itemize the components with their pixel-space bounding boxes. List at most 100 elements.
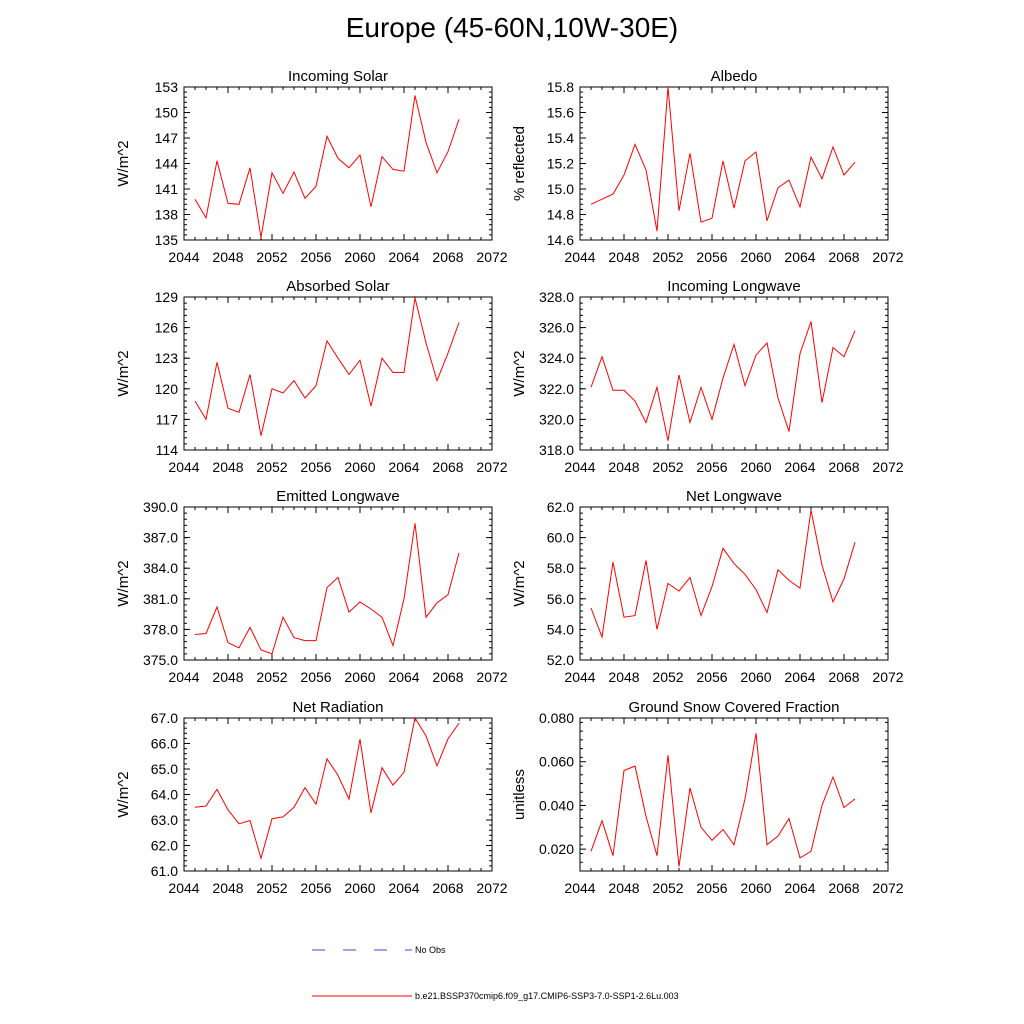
y-tick-label: 117	[156, 411, 179, 427]
x-tick-label: 2044	[168, 459, 199, 475]
x-tick-label: 2052	[256, 669, 287, 685]
x-tick-label: 2068	[828, 880, 859, 896]
y-tick-label: 129	[155, 289, 179, 305]
x-tick-label: 2056	[300, 249, 331, 265]
y-tick-label: 56.0	[547, 591, 574, 607]
y-tick-label: 62.0	[547, 499, 574, 515]
plot-frame	[183, 717, 493, 872]
x-tick-label: 2052	[652, 249, 683, 265]
y-tick-label: 65.0	[151, 761, 178, 777]
x-tick-label: 2048	[212, 459, 243, 475]
x-tick-label: 2068	[828, 459, 859, 475]
chart-panels: Incoming Solar 2044 2048 2052 2056 2060 2064 20…	[115, 68, 904, 896]
y-tick-label: 138	[155, 207, 179, 223]
y-tick-label: 15.8	[547, 79, 574, 95]
x-tick-label: 2044	[564, 669, 595, 685]
y-tick-label: 15.2	[547, 156, 574, 172]
y-tick-label: 58.0	[547, 560, 574, 576]
x-tick-label: 2052	[652, 459, 683, 475]
x-tick-label: 2064	[784, 249, 815, 265]
y-tick-label: 387.0	[143, 530, 178, 546]
y-tick-label: 326.0	[539, 320, 574, 336]
x-tick-label: 2044	[168, 669, 199, 685]
y-tick-label: 322.0	[539, 381, 574, 397]
panel-title: Net Longwave	[686, 488, 782, 505]
chart-panel: Net Radiation 2044 2048 2052 2056 2060 2064 206…	[115, 699, 508, 896]
x-tick-label: 2072	[872, 880, 903, 896]
x-tick-label: 2044	[564, 880, 595, 896]
y-tick-label: 15.6	[547, 105, 574, 121]
panel-title: Net Radiation	[293, 699, 384, 716]
y-tick-label: 66.0	[151, 736, 178, 752]
x-tick-label: 2068	[432, 669, 463, 685]
x-tick-label: 2072	[476, 880, 507, 896]
x-tick-label: 2064	[784, 880, 815, 896]
x-tick-label: 2060	[344, 459, 375, 475]
series-line	[194, 716, 460, 861]
x-tick-label: 2048	[212, 880, 243, 896]
chart-panel: Absorbed Solar 2044 2048 2052 2056 2060 2064 20…	[115, 278, 508, 475]
y-tick-label: 0.020	[539, 841, 574, 857]
y-tick-label: 135	[155, 232, 179, 248]
y-tick-label: 120	[155, 381, 179, 397]
y-tick-label: 126	[155, 320, 179, 336]
y-tick-label: 52.0	[547, 652, 574, 668]
y-tick-label: 63.0	[151, 812, 178, 828]
y-axis-label: W/m^2	[511, 560, 528, 606]
legend-model-label: b.e21.BSSP370cmip6.f09_g17.CMIP6-SSP3-7.…	[415, 991, 679, 1001]
x-tick-label: 2052	[256, 880, 287, 896]
chart-panel: Albedo 2044 2048 2052 2056 2060 2064 2068 2072 14…	[511, 68, 904, 265]
x-tick-label: 2068	[432, 249, 463, 265]
y-tick-label: 147	[155, 130, 179, 146]
panel-title: Incoming Longwave	[667, 278, 800, 295]
y-tick-label: 375.0	[143, 652, 178, 668]
panel-title: Albedo	[711, 68, 758, 85]
y-tick-label: 14.8	[547, 207, 574, 223]
y-tick-label: 320.0	[539, 411, 574, 427]
y-tick-label: 60.0	[547, 530, 574, 546]
x-tick-label: 2044	[564, 459, 595, 475]
x-tick-label: 2064	[388, 669, 419, 685]
series-line	[194, 297, 460, 436]
y-tick-label: 114	[156, 442, 179, 458]
x-tick-label: 2056	[300, 669, 331, 685]
x-tick-label: 2072	[476, 669, 507, 685]
y-tick-label: 378.0	[143, 621, 178, 637]
x-tick-label: 2048	[608, 459, 639, 475]
y-axis-label: W/m^2	[115, 560, 132, 606]
x-tick-label: 2044	[168, 880, 199, 896]
plot-frame	[183, 506, 493, 661]
x-tick-label: 2068	[828, 669, 859, 685]
panel-title: Incoming Solar	[288, 68, 388, 85]
x-tick-label: 2064	[784, 669, 815, 685]
x-tick-label: 2072	[872, 459, 903, 475]
x-tick-label: 2048	[608, 880, 639, 896]
y-tick-label: 0.060	[539, 754, 574, 770]
panel-title: Emitted Longwave	[276, 488, 399, 505]
plot-frame	[579, 717, 889, 872]
chart-panel: Emitted Longwave 2044 2048 2052 2056 2060 2064…	[115, 488, 508, 685]
x-tick-label: 2068	[432, 880, 463, 896]
chart-panel: Incoming Longwave 2044 2048 2052 2056 2060 206…	[511, 278, 904, 475]
x-tick-label: 2052	[256, 459, 287, 475]
x-tick-label: 2072	[872, 249, 903, 265]
x-tick-label: 2072	[476, 459, 507, 475]
chart-panel: Ground Snow Covered Fraction 2044 2048 2052…	[511, 699, 904, 896]
y-tick-label: 324.0	[539, 350, 574, 366]
y-axis-label: W/m^2	[115, 350, 132, 396]
x-tick-label: 2052	[652, 669, 683, 685]
chart-panel: Net Longwave 2044 2048 2052 2056 2060 2064 2068…	[511, 488, 904, 685]
series-line	[590, 321, 856, 441]
y-tick-label: 15.4	[547, 130, 574, 146]
y-tick-label: 67.0	[151, 710, 178, 726]
y-tick-label: 384.0	[143, 560, 178, 576]
y-tick-label: 141	[155, 181, 179, 197]
y-tick-label: 64.0	[151, 787, 178, 803]
y-tick-label: 0.040	[539, 797, 574, 813]
x-tick-label: 2048	[608, 249, 639, 265]
y-tick-label: 328.0	[539, 289, 574, 305]
x-tick-label: 2060	[740, 459, 771, 475]
plot-frame	[183, 296, 493, 451]
plot-frame	[579, 86, 889, 241]
